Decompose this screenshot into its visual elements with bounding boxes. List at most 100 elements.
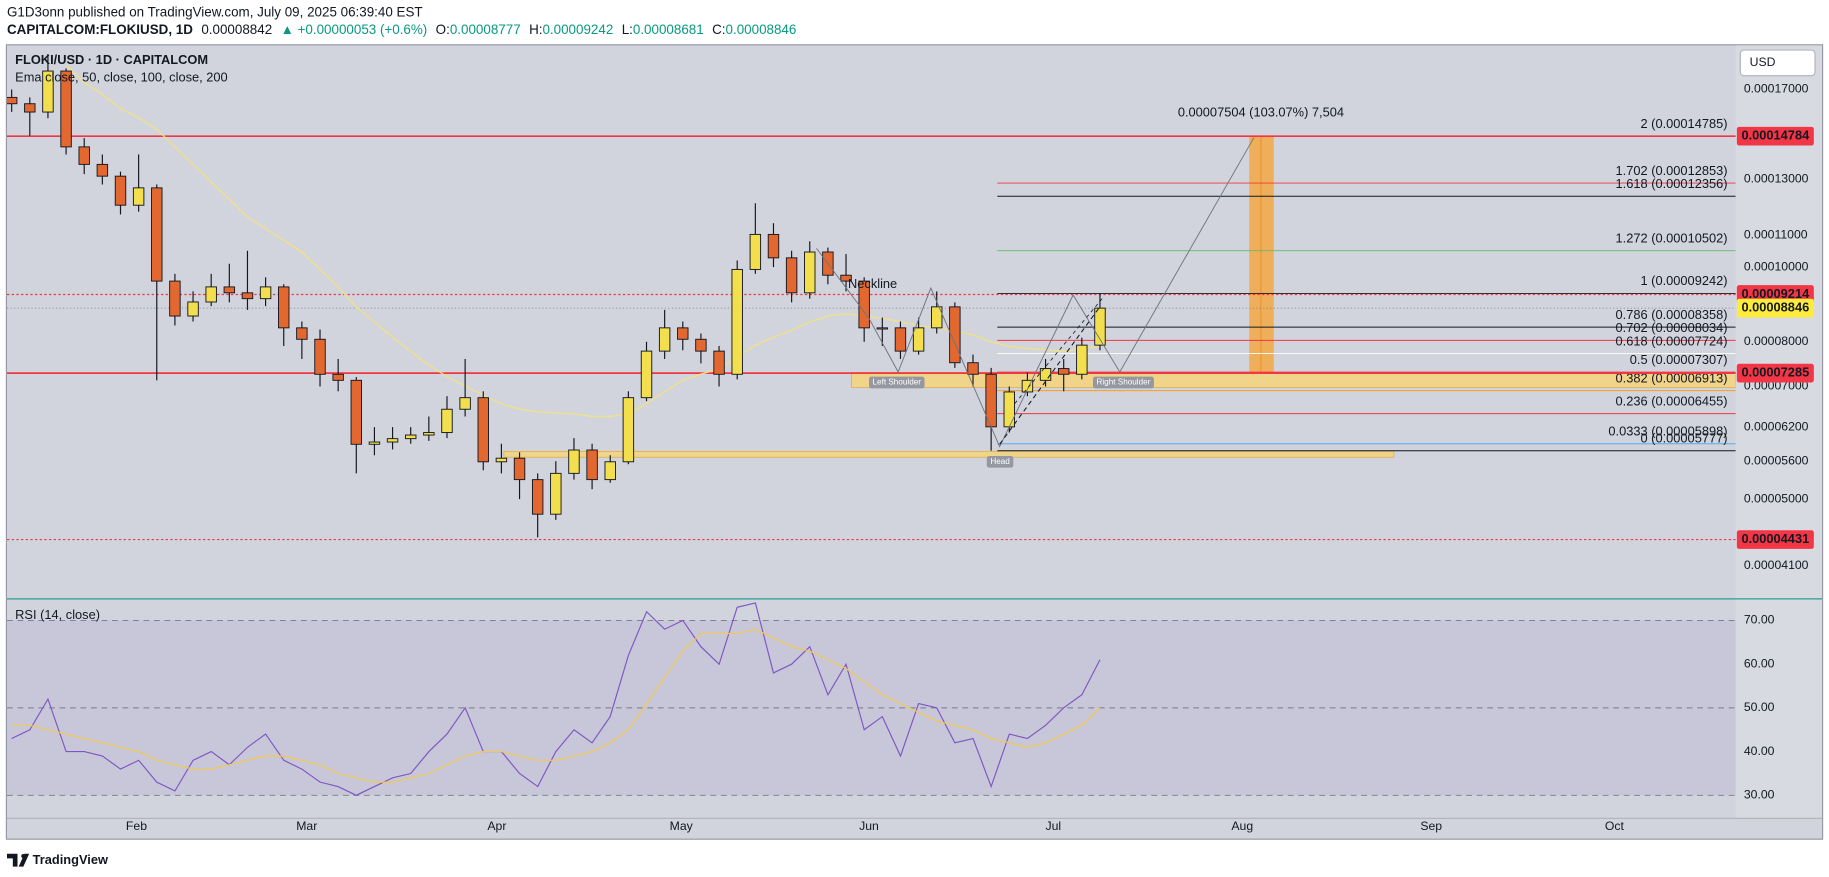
high-label: H:	[529, 22, 542, 37]
fib-label: 0.0333 (0.00005898)	[1608, 424, 1727, 439]
candle-body	[1057, 368, 1070, 375]
open-label: O:	[436, 22, 450, 37]
candle-body	[296, 327, 308, 340]
price-pane: 2 (0.00014785) 1.702 (0.00012853)1.618 (0…	[6, 53, 1736, 541]
fib-label: 0 (0.00005777)	[1640, 430, 1727, 445]
candle-body	[894, 327, 907, 352]
pattern-path	[816, 137, 1255, 448]
indicator-label: Ema close, 50, close, 100, close, 200	[15, 69, 228, 84]
candle-body	[386, 438, 399, 443]
projection-box	[1249, 136, 1274, 374]
candle-body	[350, 379, 363, 445]
price-label-box	[1736, 363, 1814, 383]
candle-body	[114, 175, 127, 206]
candle-body	[1094, 307, 1106, 346]
chart-title: FLOKI/USD · 1D · CAPITALCOM	[15, 52, 208, 67]
candle-body	[931, 306, 943, 329]
x-tick-label: May	[670, 819, 694, 833]
fib-label: 0.236 (0.00006455)	[1616, 393, 1728, 408]
trend-line	[1014, 298, 1103, 404]
candle-body	[840, 274, 852, 282]
ema-line	[65, 64, 1101, 418]
candle-body	[78, 146, 90, 165]
candle-body	[459, 397, 471, 410]
candle-body	[586, 449, 598, 481]
fib-label: 1.272 (0.00010502)	[1616, 230, 1728, 245]
y-tick-label: 0.00006200	[1744, 419, 1809, 433]
candle-body	[1076, 344, 1088, 375]
candle-body	[169, 280, 181, 317]
y-tick-label: 0.00013000	[1744, 171, 1809, 185]
rsi-tick-label: 70.00	[1744, 613, 1775, 627]
open-value: 0.00008777	[450, 22, 521, 37]
fib-label: 1.618 (0.00012356)	[1616, 176, 1728, 191]
low-label: L:	[622, 22, 633, 37]
candle-body	[441, 408, 453, 434]
rsi-tick-label: 60.00	[1744, 656, 1775, 670]
pattern-tag: Head	[990, 457, 1010, 466]
candle-body	[205, 286, 217, 303]
price-label: 0.00004431	[1741, 531, 1809, 546]
rsi-pane	[6, 602, 1736, 796]
candle-body	[804, 251, 816, 294]
candle-body	[259, 286, 272, 300]
publish-info: G1D3onn published on TradingView.com, Ju…	[7, 4, 423, 19]
candle-body	[658, 327, 671, 352]
y-tick-label: 0.00005600	[1744, 453, 1809, 467]
candle-body	[278, 286, 290, 329]
brand: TradingView	[33, 852, 108, 867]
fib-label: 0.382 (0.00006913)	[1616, 370, 1728, 385]
fib-label: 1 (0.00009242)	[1640, 273, 1727, 288]
rsi-tick-label: 50.00	[1744, 700, 1775, 714]
candle-body	[132, 187, 145, 206]
pattern-tag-box	[986, 455, 1014, 468]
x-tick-label: Apr	[487, 819, 506, 833]
candle-body	[767, 233, 780, 259]
x-tick-label: Oct	[1605, 819, 1625, 833]
candle-body	[640, 350, 653, 399]
price-label: 0.00008846	[1741, 300, 1809, 315]
price-label-box	[1736, 298, 1814, 318]
candle-body	[187, 301, 199, 317]
y-tick-label: 0.00005000	[1744, 491, 1809, 505]
rsi-line	[11, 602, 1101, 796]
pattern-tag: Right Shoulder	[1096, 378, 1150, 387]
candle-body	[42, 70, 54, 113]
symbol-line: CAPITALCOM:FLOKIUSD, 1D 0.00008842 ▲ +0.…	[7, 22, 796, 37]
price-label: 0.00007285	[1741, 365, 1809, 380]
symbol: CAPITALCOM:FLOKIUSD, 1D	[7, 22, 193, 37]
candle-body	[949, 306, 961, 364]
axes: 0.00017000 0.00013000 0.00011000 0.00010000…	[126, 82, 1814, 833]
pattern-tag-box	[1092, 376, 1154, 389]
chart-frame	[5, 44, 1824, 840]
low-value: 0.00008681	[633, 22, 704, 37]
candle-body	[713, 350, 725, 375]
neckline-label: Neckline	[848, 276, 897, 291]
candle-body	[967, 362, 979, 375]
price-label: 0.00009214	[1741, 286, 1810, 301]
currency-button[interactable]	[1739, 49, 1816, 77]
y-tick-label: 0.00017000	[1744, 82, 1809, 96]
price-change: ▲ +0.00000053 (+0.6%)	[281, 22, 428, 37]
candle-body	[477, 397, 489, 463]
candle-body	[151, 187, 163, 282]
candle-body	[368, 441, 381, 445]
candle-body	[604, 461, 616, 481]
trend-line	[999, 306, 1101, 445]
candle-body	[60, 70, 72, 148]
candle-body	[1039, 368, 1052, 381]
rsi-tick-label: 40.00	[1744, 744, 1775, 758]
x-tick-label: Jun	[859, 819, 879, 833]
currency[interactable]: USD	[1750, 55, 1776, 69]
candle-body	[731, 268, 743, 375]
close-value: 0.00008846	[726, 22, 797, 37]
x-tick-label: Aug	[1231, 819, 1253, 833]
last-price: 0.00008842	[201, 22, 272, 37]
price-label-box	[1736, 126, 1814, 146]
x-tick-label: Sep	[1420, 819, 1442, 833]
candle-body	[1003, 391, 1015, 428]
candle-body	[24, 103, 36, 113]
fib-label: 1.702 (0.00012853)	[1616, 163, 1728, 178]
